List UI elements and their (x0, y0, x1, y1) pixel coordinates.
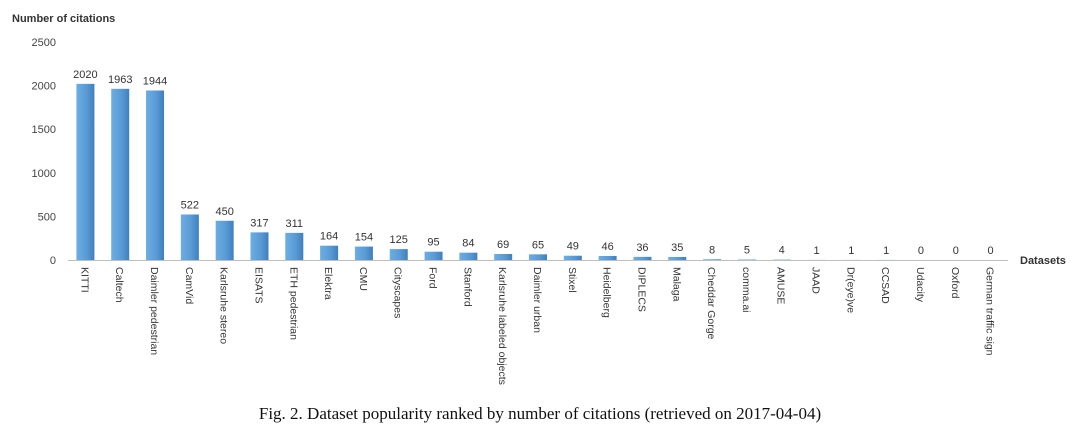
category-label: Malaga (670, 267, 682, 302)
category-label: Heidelberg (601, 267, 613, 318)
bar-value-label: 0 (953, 245, 959, 257)
category-label: DIPLECS (635, 267, 647, 312)
bar-value-label: 4 (779, 245, 785, 257)
category-label: Elektra (322, 267, 334, 300)
y-tick-label: 1500 (32, 124, 56, 136)
bar-value-label: 154 (355, 232, 373, 244)
category-label: Ford (427, 267, 439, 289)
y-axis-title: Number of citations (12, 13, 115, 25)
bar (111, 88, 130, 260)
bar (529, 254, 547, 260)
category-label: CMU (357, 267, 369, 291)
bar-value-label: 65 (532, 239, 544, 251)
bar (633, 256, 652, 260)
category-label: Stanford (461, 267, 473, 307)
category-label: Stixel (566, 267, 578, 293)
bar (354, 246, 373, 260)
y-axis-ticks: 0 500 1000 1500 2000 2500 (32, 37, 56, 267)
y-tick-label: 500 (38, 211, 56, 223)
bar (424, 251, 443, 260)
category-label: ETH pedestrian (287, 267, 299, 340)
bar (668, 256, 687, 260)
category-label: Cityscapes (392, 267, 404, 318)
bar-value-label: 450 (215, 206, 233, 218)
bar-value-label: 5 (744, 245, 750, 257)
x-axis-title: Datasets (1020, 255, 1066, 267)
y-tick-label: 2500 (32, 37, 56, 49)
category-label: KITTI (78, 267, 90, 293)
category-label: Udacity (914, 267, 926, 303)
bar (389, 249, 408, 260)
bar-value-label: 84 (462, 238, 474, 250)
category-label: EISATS (252, 267, 264, 304)
category-label: Karlsruhe stereo (218, 267, 230, 344)
bar-value-label: 8 (709, 244, 715, 256)
category-label: JAAD (810, 267, 822, 294)
bar (250, 232, 269, 260)
category-label: CamVid (183, 267, 195, 304)
bar (563, 255, 582, 260)
bar-value-label: 1963 (108, 74, 132, 86)
bar-value-label: 125 (390, 234, 408, 246)
bar (598, 255, 617, 260)
bar-value-label: 36 (636, 242, 648, 254)
category-label: Oxford (949, 267, 961, 299)
bar-value-label: 0 (918, 245, 924, 257)
bar-value-label: 35 (671, 242, 683, 254)
category-label: AMUSE (775, 267, 787, 304)
category-label: Dr(eye)ve (844, 267, 856, 313)
bar (703, 259, 722, 260)
bar-value-label: 46 (602, 241, 614, 253)
y-tick-label: 1000 (32, 168, 56, 180)
bar (459, 252, 478, 260)
bar-value-label: 0 (988, 245, 994, 257)
bar (76, 83, 95, 260)
bar (146, 90, 165, 260)
bar-value-label: 95 (427, 237, 439, 249)
category-label: comma.ai (740, 267, 752, 313)
bar-value-label: 317 (250, 217, 268, 229)
bar (180, 214, 199, 260)
category-label: Daimler pedestrian (148, 267, 160, 355)
bar-value-label: 1944 (143, 75, 167, 87)
category-label: CCSAD (879, 267, 891, 304)
category-label: Daimler urban (531, 267, 543, 333)
category-label: Caltech (113, 267, 125, 303)
bar (285, 232, 304, 260)
bar-value-label: 164 (320, 231, 338, 243)
y-tick-label: 2000 (32, 81, 56, 93)
bar-value-label: 69 (497, 239, 509, 251)
y-tick-label: 0 (50, 255, 56, 267)
bars (76, 83, 896, 260)
category-labels: KITTI Caltech Daimler pedestrian CamVid Karl… (78, 267, 995, 385)
bar-value-label: 1 (848, 245, 854, 257)
category-label: Karlsruhe labeled objects (496, 267, 508, 385)
bar-value-label: 1 (883, 245, 889, 257)
category-label: German traffic sign (984, 267, 996, 356)
bar (320, 245, 339, 260)
bar-value-label: 522 (181, 199, 199, 211)
bar (494, 253, 513, 260)
bar-value-label: 311 (286, 218, 304, 230)
bar-value-label: 2020 (73, 69, 97, 81)
bar (215, 220, 234, 260)
bar-value-label: 1 (813, 245, 819, 257)
bar-value-label: 49 (567, 241, 579, 253)
figure-caption: Fig. 2. Dataset popularity ranked by num… (258, 404, 822, 423)
category-label: Cheddar Gorge (705, 267, 717, 340)
